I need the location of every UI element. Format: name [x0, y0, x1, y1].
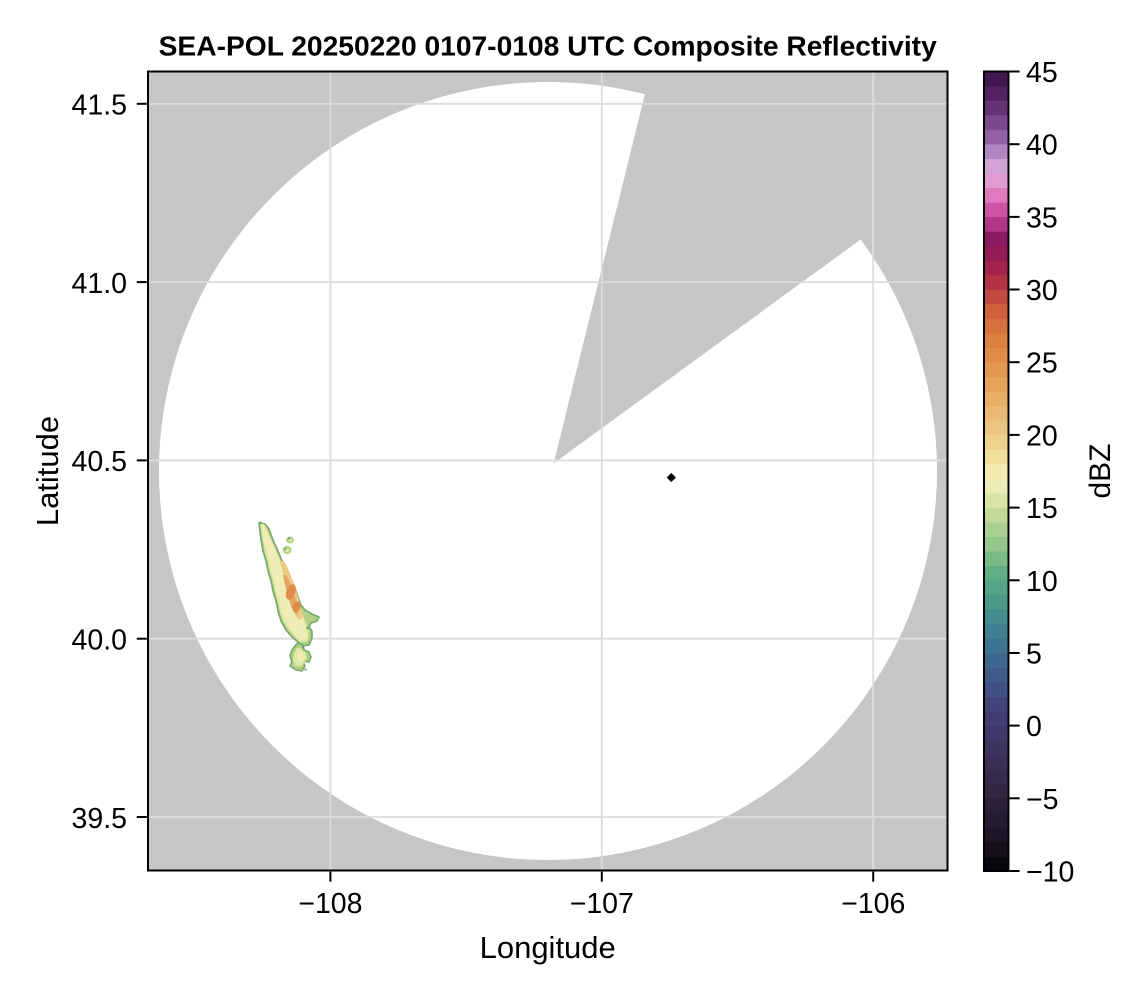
svg-text:40.0: 40.0	[72, 625, 127, 657]
svg-text:41.5: 41.5	[72, 90, 127, 122]
svg-text:40: 40	[1026, 130, 1058, 162]
svg-text:25: 25	[1026, 348, 1058, 380]
svg-text:dBZ: dBZ	[1084, 443, 1117, 498]
svg-text:10: 10	[1026, 566, 1058, 598]
svg-text:Latitude: Latitude	[30, 416, 65, 526]
svg-text:−5: −5	[1026, 784, 1059, 816]
svg-text:15: 15	[1026, 493, 1058, 525]
svg-text:−108: −108	[298, 888, 362, 920]
svg-text:40.5: 40.5	[72, 446, 127, 478]
svg-text:Longitude: Longitude	[480, 930, 616, 965]
svg-text:45: 45	[1026, 57, 1058, 89]
svg-text:5: 5	[1026, 639, 1042, 671]
svg-text:41.0: 41.0	[72, 268, 127, 300]
svg-text:39.5: 39.5	[72, 803, 127, 835]
svg-text:SEA-POL 20250220 0107-0108 UTC: SEA-POL 20250220 0107-0108 UTC Composite…	[159, 30, 937, 62]
svg-text:−10: −10	[1026, 857, 1074, 889]
svg-text:−106: −106	[841, 888, 905, 920]
svg-text:−107: −107	[570, 888, 634, 920]
svg-text:35: 35	[1026, 202, 1058, 234]
svg-text:20: 20	[1026, 420, 1058, 452]
svg-text:30: 30	[1026, 275, 1058, 307]
svg-text:0: 0	[1026, 711, 1042, 743]
